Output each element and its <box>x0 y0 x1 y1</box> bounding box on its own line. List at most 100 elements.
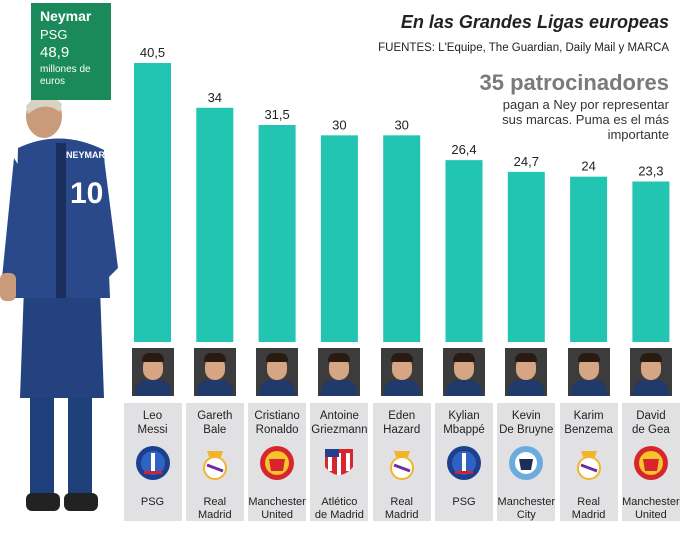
player-first-name: Antoine <box>319 410 359 422</box>
player-name: Gareth Bale <box>186 409 244 437</box>
bar-7 <box>507 171 545 342</box>
team-line-2: de Madrid <box>314 509 364 521</box>
bar-8 <box>570 176 608 342</box>
real-madrid-crest-icon <box>202 451 227 480</box>
player-card-2: Gareth Bale Real Madrid <box>185 403 244 522</box>
player-last-name: Ronaldo <box>255 424 299 436</box>
team-line-1: Real <box>390 496 413 508</box>
neymar-info-panel <box>31 3 111 100</box>
player-team: Manchester United <box>248 496 306 522</box>
manchester-united-crest-icon <box>633 446 668 480</box>
player-last-name: Mbappé <box>443 424 485 436</box>
player-card-6: Kylian Mbappé PSG <box>435 403 493 521</box>
player-photo-4 <box>318 348 361 396</box>
player-photo-2 <box>193 348 236 396</box>
player-last-name: Hazard <box>383 424 421 436</box>
bar-value-label-6: 26,4 <box>451 142 476 157</box>
psg-crest-icon <box>447 446 481 480</box>
jersey-number: 10 <box>70 177 103 210</box>
player-first-name: Cristiano <box>254 410 300 422</box>
player-last-name: Benzema <box>564 424 613 436</box>
player-card-4: Antoine Griezmann Atlético de Madrid <box>310 403 369 522</box>
player-photo-1 <box>131 348 174 396</box>
player-photo-3 <box>256 348 299 396</box>
sponsors-headline: 35 patrocinadores <box>479 70 669 95</box>
bar-6 <box>445 160 483 342</box>
team-line-2: City <box>516 509 536 521</box>
real-madrid-crest-icon <box>576 451 601 480</box>
player-photo-9 <box>629 348 672 396</box>
bar-5 <box>383 135 421 342</box>
neymar-photo: NEYMAR JR 10 <box>0 94 120 511</box>
player-name: Eden Hazard <box>373 409 431 437</box>
team-line-1: Atlético <box>321 496 358 508</box>
neymar-name: Neymar <box>40 8 92 24</box>
manchester-united-crest-icon <box>260 446 295 480</box>
team-line-1: PSG <box>452 496 476 508</box>
neymar-unit: millones de euros <box>40 64 91 87</box>
bar-value-label-4: 30 <box>332 117 346 132</box>
player-name: David de Gea <box>622 409 680 437</box>
team-line-2: Madrid <box>384 509 419 521</box>
player-photo-5 <box>380 348 423 396</box>
team-line-2: United <box>634 509 667 521</box>
bar-9 <box>632 181 670 342</box>
player-first-name: Leo <box>142 410 163 422</box>
player-name: Leo Messi <box>124 409 182 437</box>
sponsors-description: pagan a Ney por representar sus marcas. … <box>502 97 669 142</box>
player-team: PSG <box>124 496 182 509</box>
bar-value-label-5: 30 <box>394 117 408 132</box>
player-name: Antoine Griezmann <box>310 409 368 437</box>
bar-4 <box>320 135 358 342</box>
neymar-club: PSG <box>40 27 68 42</box>
player-photo-7 <box>505 348 548 396</box>
player-team: Real Madrid <box>560 496 618 522</box>
player-card-5: Eden Hazard Real Madrid <box>372 403 431 522</box>
player-name: Karim Benzema <box>560 409 618 437</box>
chart-title: En las Grandes Ligas europeas <box>400 12 669 32</box>
player-photo-6 <box>443 348 485 396</box>
player-card-7: Kevin De Bruyne Manchester City <box>497 403 556 522</box>
team-line-1: Real <box>577 496 600 508</box>
player-first-name: Kevin <box>511 410 541 422</box>
player-first-name: David <box>636 410 666 422</box>
team-line-1: PSG <box>140 496 165 508</box>
manchester-city-crest-icon <box>509 446 544 480</box>
bar-value-label-8: 24 <box>581 159 595 174</box>
player-last-name: de Gea <box>632 424 670 436</box>
player-name: Kevin De Bruyne <box>497 409 555 437</box>
player-last-name: Messi <box>137 424 168 436</box>
player-team: Manchester United <box>622 496 680 522</box>
player-team: Manchester City <box>497 496 555 522</box>
player-first-name: Kylian <box>448 410 480 422</box>
team-line-1: Real <box>203 496 227 508</box>
bar-1 <box>134 63 171 342</box>
neymar-value: 48,9 <box>40 44 70 61</box>
player-first-name: Karim <box>573 410 604 422</box>
bar-2 <box>196 107 234 343</box>
player-card-8: Karim Benzema Real Madrid <box>559 403 618 522</box>
player-team: Real Madrid <box>373 496 431 522</box>
player-photo-8 <box>567 348 610 396</box>
team-line-1: Manchester <box>622 496 680 508</box>
player-last-name: Bale <box>203 424 227 436</box>
player-team: PSG <box>435 496 493 509</box>
chart-sources: FUENTES: L'Equipe, The Guardian, Daily M… <box>378 42 669 54</box>
player-card-3: Cristiano Ronaldo Manchester United <box>248 403 307 522</box>
team-line-1: Manchester <box>248 496 306 508</box>
bar-3 <box>258 125 296 342</box>
team-line-2: Madrid <box>571 509 606 521</box>
bar-value-label-7: 24,7 <box>514 154 539 169</box>
team-line-1: Manchester <box>497 496 556 508</box>
player-name: Cristiano Ronaldo <box>248 409 306 437</box>
player-team: Real Madrid <box>186 496 244 522</box>
player-card-1: Leo Messi PSG <box>123 403 182 521</box>
psg-crest-icon <box>135 446 170 480</box>
team-line-2: United <box>261 509 293 521</box>
player-name: Kylian Mbappé <box>435 409 493 437</box>
bar-value-label-3: 31,5 <box>264 107 289 122</box>
bar-value-label-2: 34 <box>208 90 222 105</box>
player-team: Atlético de Madrid <box>310 496 368 522</box>
player-card-9: David de Gea Manchester United <box>621 403 680 522</box>
